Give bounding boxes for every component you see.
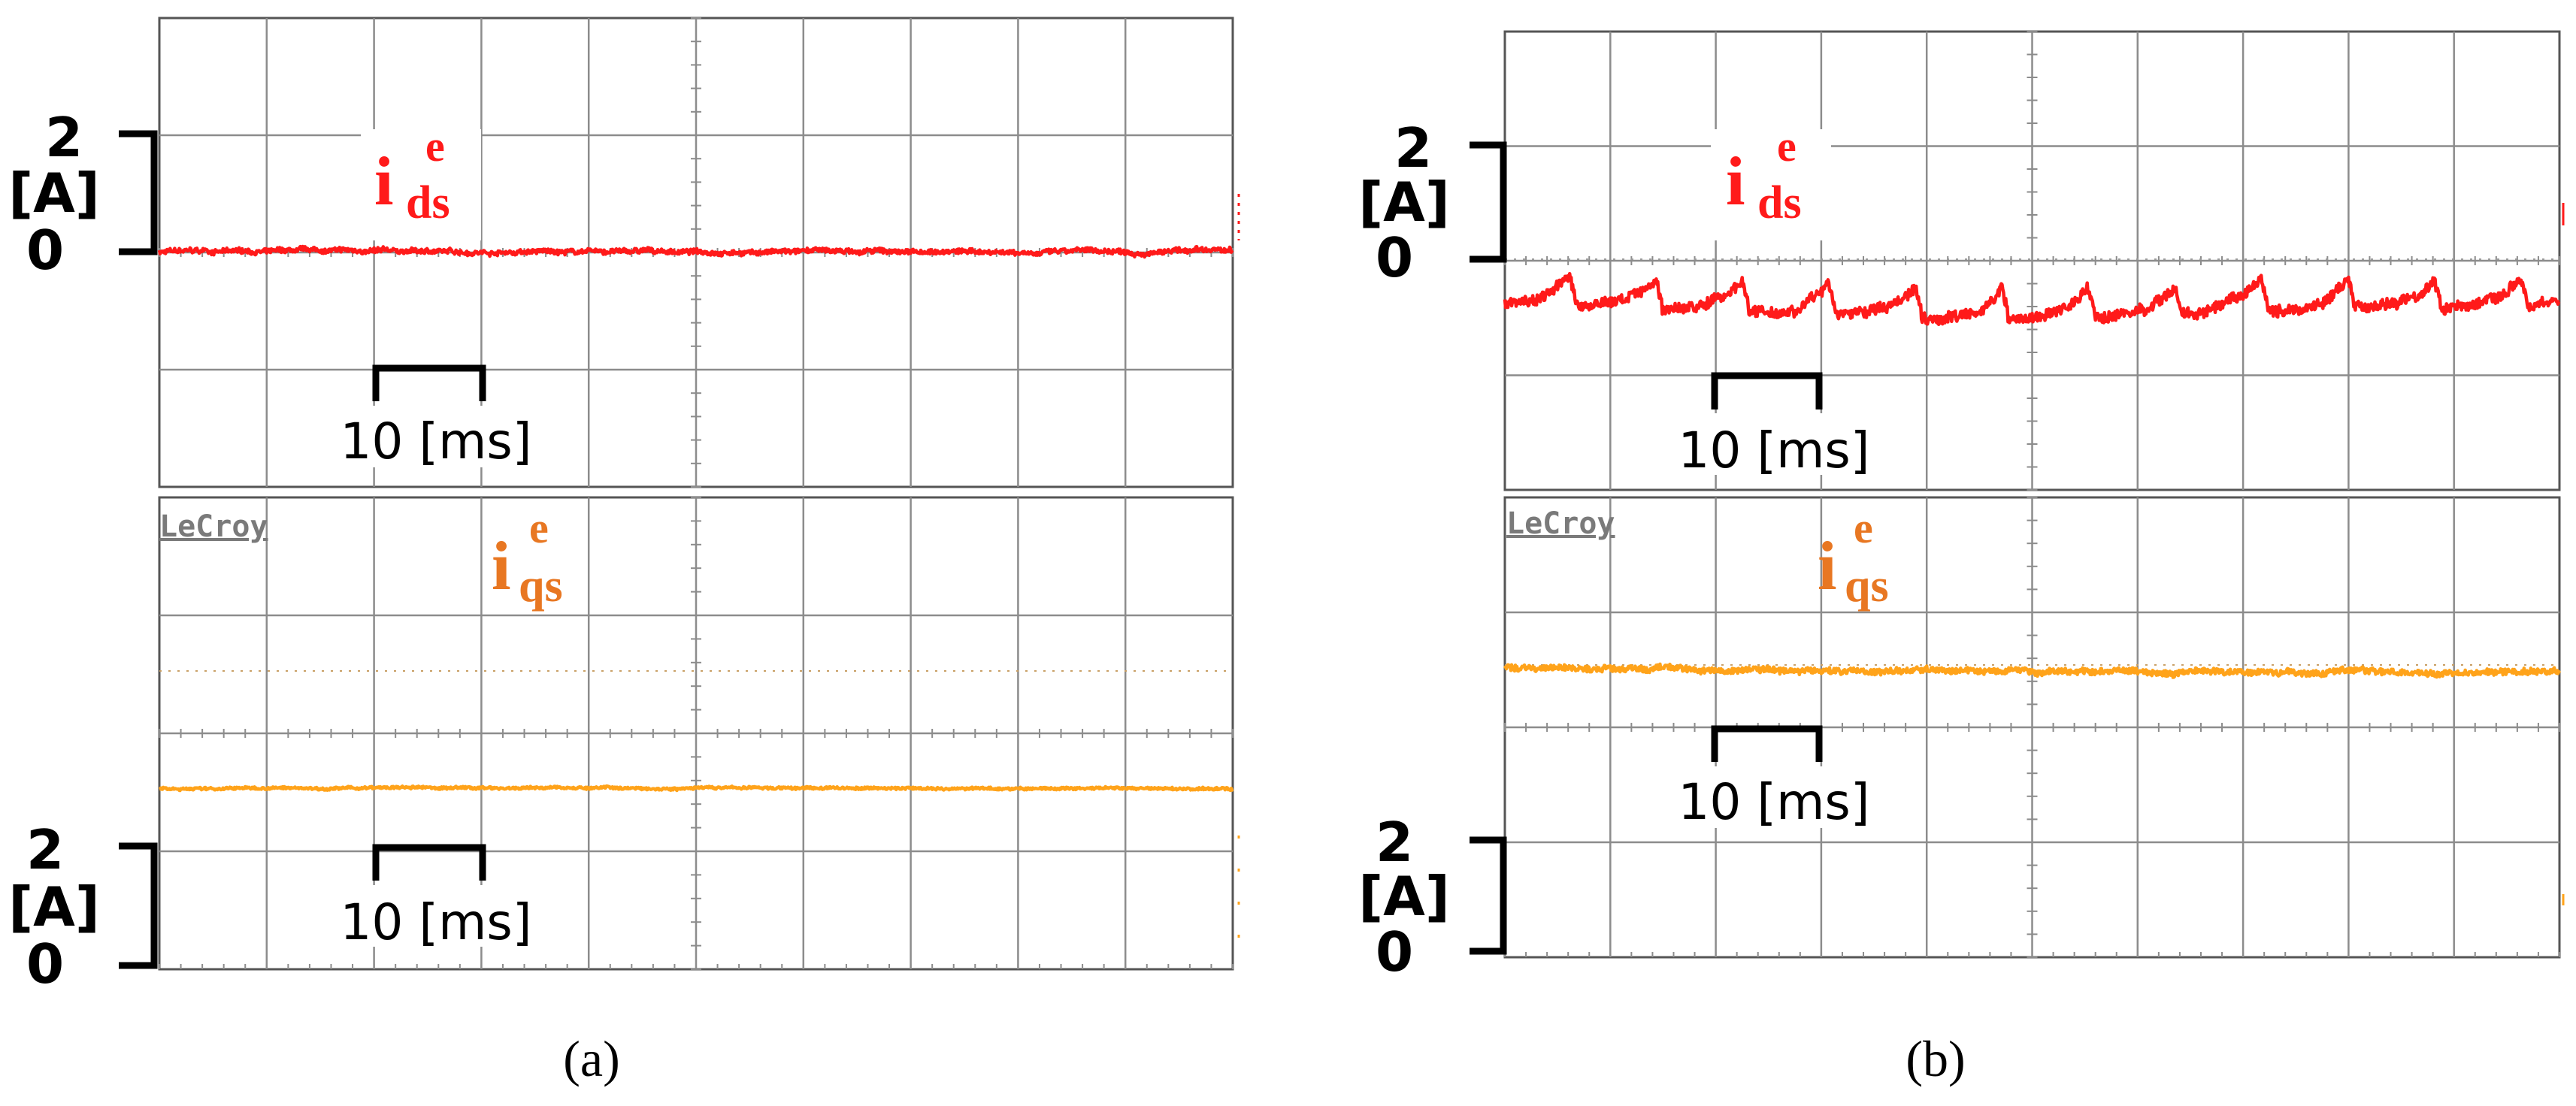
ch2-scale-bar: 2 [A] 0 (8, 818, 158, 996)
ids-label-sub: ds (406, 177, 450, 228)
ch2-time-label: 10 [ms] (1678, 773, 1869, 831)
ids-label: i ds e (1711, 122, 1831, 240)
iqs-label-sub: qs (1845, 561, 1889, 612)
scope-screen-ch2 (1503, 496, 2565, 959)
scope-screen-ch1 (157, 17, 1240, 488)
scope-screen-ch1 (1503, 30, 2565, 491)
iqs-label-sub: qs (519, 561, 563, 612)
lecroy-logo: LeCroy (159, 509, 268, 544)
ids-trace (157, 244, 1234, 259)
ch2-scale-unit: [A] (8, 875, 100, 938)
iqs-label-sup: e (529, 503, 549, 552)
caption-a: (a) (563, 1030, 619, 1087)
ids-label-name: i (374, 143, 394, 219)
iqs-trace (158, 784, 1234, 793)
ids-trace (1503, 271, 2561, 326)
ch2-time-bar: 10 [ms] (323, 844, 549, 951)
bottom-ticks (159, 964, 1234, 969)
ch1-time-label: 10 [ms] (340, 412, 531, 470)
center-ticks (1504, 497, 2560, 958)
center-ticks (159, 497, 1234, 970)
panel-a: i ds e i qs e LeCroy 2 [A] 0 2 [A] 0 (8, 17, 1240, 1087)
ch1-scale-bottom: 0 (1376, 226, 1413, 289)
iqs-label-name: i (1818, 527, 1837, 604)
ch1-scale-top: 2 (1394, 116, 1432, 180)
ids-label-name: i (1726, 143, 1745, 219)
scope-screen-ch2 (158, 496, 1240, 971)
caption-b: (b) (1906, 1030, 1965, 1087)
ch1-time-bar: 10 [ms] (1661, 372, 1887, 479)
ch2-scale-unit: [A] (1358, 865, 1450, 928)
ch2-scale-bottom: 0 (26, 932, 64, 996)
iqs-label-name: i (492, 527, 511, 604)
iqs-label-sup: e (1854, 503, 1873, 552)
ch1-time-label: 10 [ms] (1678, 422, 1869, 479)
iqs-label: i qs e (1818, 503, 1889, 612)
ch2-time-bar: 10 [ms] (1661, 725, 1887, 831)
ch2-scale-top: 2 (26, 818, 64, 881)
ch1-scale-bottom: 0 (26, 219, 64, 282)
center-ticks (1504, 31, 2560, 491)
ids-label-sup: e (1777, 122, 1797, 171)
ch1-scale-unit: [A] (1358, 171, 1450, 234)
iqs-label: i qs e (492, 503, 563, 612)
ch2-scale-top: 2 (1376, 811, 1413, 874)
ids-label-sup: e (425, 122, 445, 171)
ids-label: i ds e (361, 122, 481, 240)
ch2-scale-bar: 2 [A] 0 (1358, 811, 1507, 984)
ch2-scale-bottom: 0 (1376, 920, 1413, 984)
bottom-ticks (1504, 952, 2560, 957)
ch1-time-bar: 10 [ms] (323, 364, 549, 470)
ch1-scale-top: 2 (45, 106, 83, 169)
lecroy-logo: LeCroy (1506, 506, 1615, 541)
panel-b: i ds e i qs e LeCroy 2 [A] 0 2 [A] 0 10 … (1358, 30, 2565, 1087)
ch2-time-label: 10 [ms] (340, 893, 531, 951)
ch1-scale-unit: [A] (8, 162, 100, 225)
ids-label-sub: ds (1757, 177, 1802, 228)
iqs-trace (1503, 662, 2562, 679)
ch1-scale-bar: 2 [A] 0 (8, 106, 158, 282)
ch1-scale-bar: 2 [A] 0 (1358, 116, 1507, 289)
